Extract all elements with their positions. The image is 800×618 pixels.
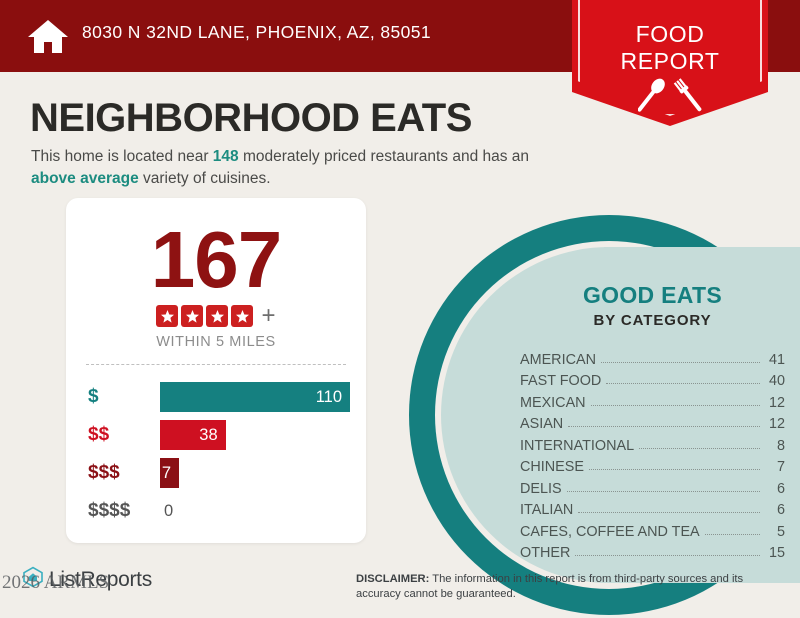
price-tier-bar-track: 110 <box>160 382 350 412</box>
category-count: 7 <box>776 459 785 475</box>
subtitle-part-1: This home is located near <box>31 148 213 165</box>
price-tier-chart: $110 $$ 38 $$$ 7 $$$$ 0 <box>88 378 350 530</box>
star-icon <box>181 305 204 327</box>
category-name: CHINESE <box>520 459 584 475</box>
good-eats-heading: GOOD EATS <box>582 282 722 308</box>
category-row: OTHER 15 <box>520 540 785 561</box>
good-eats-circle-graphic <box>409 215 800 615</box>
price-tier-bar-track: 38 <box>160 420 350 450</box>
category-count: 41 <box>768 351 785 368</box>
price-tier-value: 0 <box>164 502 174 520</box>
category-row: ASIAN 12 <box>520 411 785 432</box>
star-icon <box>231 305 254 327</box>
radius-label: WITHIN 5 MILES <box>156 334 276 350</box>
category-name: MEXICAN <box>520 394 586 411</box>
price-tier-row: $$$ 7 <box>88 454 350 492</box>
spoon-fork-icon <box>637 78 702 116</box>
category-count: 5 <box>776 523 785 540</box>
category-row: FAST FOOD 40 <box>520 368 785 389</box>
category-dot-leader <box>578 512 760 513</box>
property-address: 8030 N 32ND LANE, PHOENIX, AZ, 85051 <box>82 22 432 42</box>
price-tier-bar: 7 <box>160 458 179 488</box>
category-dot-leader <box>590 404 760 406</box>
page-title: NEIGHBORHOOD EATS <box>30 96 472 140</box>
category-count: 12 <box>768 416 785 432</box>
disclaimer-label: DISCLAIMER: <box>356 573 430 585</box>
subtitle-highlight-variety: above average <box>31 170 139 187</box>
category-name: INTERNATIONAL <box>520 437 635 454</box>
category-name: ITALIAN <box>520 502 574 518</box>
category-count: 6 <box>776 480 785 497</box>
category-count: 15 <box>768 545 785 561</box>
price-tier-bar: 110 <box>160 382 350 412</box>
category-name: CAFES, COFFEE AND TEA <box>520 523 700 540</box>
price-tier-row: $$ 38 <box>88 416 350 454</box>
badge-line-1: FOOD <box>635 21 705 47</box>
badge-inner-border <box>578 0 762 116</box>
category-row: MEXICAN 12 <box>520 389 785 411</box>
price-tier-label: $$ <box>88 424 110 445</box>
category-count: 40 <box>768 373 785 389</box>
price-tier-bar: 38 <box>160 420 226 450</box>
food-report-badge: FOOD REPORT <box>572 0 768 126</box>
category-name: ASIAN <box>520 416 564 432</box>
category-dot-leader <box>566 490 760 492</box>
category-list: AMERICAN 41 FAST FOOD 40 MEXICAN 12 ASIAN 12 INT… <box>520 346 785 562</box>
category-name: OTHER <box>520 545 571 561</box>
category-row: CHINESE 7 <box>520 454 785 475</box>
category-row: CAFES, COFFEE AND TEA 5 <box>520 518 785 540</box>
circle-panel-extension <box>604 247 800 583</box>
category-dot-leader <box>568 426 760 427</box>
mls-watermark: 2026 ARMLS <box>2 572 110 593</box>
star-plus: + <box>261 302 276 329</box>
price-tier-row: $110 <box>88 378 350 416</box>
summary-card: 167 + WITHIN 5 MILES $110 $$ 38 $$$ 7 $$$$ 0 <box>66 198 366 543</box>
category-count: 8 <box>776 437 785 454</box>
disclaimer: DISCLAIMER: The information in this repo… <box>356 572 776 602</box>
subtitle-part-3: variety of cuisines. <box>138 170 271 187</box>
category-row: DELIS 6 <box>520 475 785 497</box>
home-icon <box>26 14 70 58</box>
category-row: ITALIAN 6 <box>520 497 785 518</box>
category-dot-leader <box>639 447 760 449</box>
category-dot-leader <box>600 361 760 363</box>
badge-line-2: REPORT <box>620 48 720 74</box>
category-name: DELIS <box>520 480 562 497</box>
listreports-logo: ListReports <box>22 566 152 593</box>
disclaimer-text: The information in this report is from t… <box>356 573 744 601</box>
category-dot-leader <box>588 469 760 470</box>
category-count: 12 <box>768 394 785 411</box>
card-divider <box>86 364 346 365</box>
category-dot-leader <box>575 555 760 556</box>
price-tier-bar-track: 7 <box>160 458 350 488</box>
category-dot-leader <box>606 383 760 384</box>
category-row: AMERICAN 41 <box>520 346 785 368</box>
star-icon <box>206 305 229 327</box>
price-tier-label: $$$ <box>88 462 120 483</box>
good-eats-panel: GOOD EATS BY CATEGORY AMERICAN 41 FAST FOO… <box>520 282 785 561</box>
listreports-logo-text: ListReports <box>49 567 152 591</box>
star-rating: + <box>66 304 366 328</box>
category-count: 6 <box>776 502 785 518</box>
page-subtitle: This home is located near 148 moderately… <box>31 146 571 190</box>
restaurant-count: 167 <box>150 215 282 304</box>
listreports-house-icon <box>22 566 44 593</box>
price-tier-bar-track: 0 <box>160 496 350 526</box>
category-name: FAST FOOD <box>520 373 602 389</box>
category-row: INTERNATIONAL 8 <box>520 432 785 454</box>
category-name: AMERICAN <box>520 351 596 368</box>
price-tier-label: $ <box>88 386 99 407</box>
price-tier-label: $$$$ <box>88 500 131 521</box>
subtitle-part-2: moderately priced restaurants and has an <box>238 148 530 165</box>
price-tier-row: $$$$ 0 <box>88 492 350 530</box>
good-eats-subheading: BY CATEGORY <box>593 312 712 329</box>
category-dot-leader <box>704 533 760 535</box>
star-icon <box>156 305 179 327</box>
subtitle-highlight-count: 148 <box>212 148 239 165</box>
